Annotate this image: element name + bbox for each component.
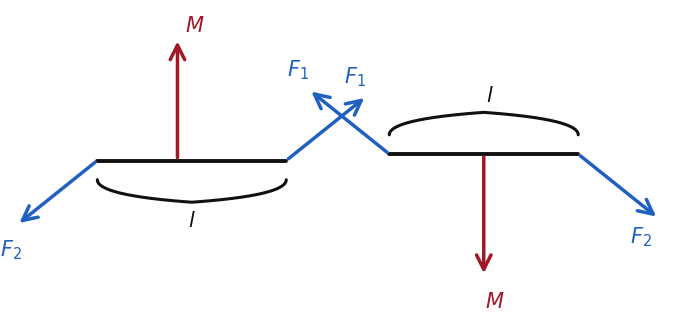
Text: $\boldsymbol{\mathit{M}}$: $\boldsymbol{\mathit{M}}$ [486, 292, 505, 312]
Text: $\boldsymbol{\mathit{F}}_2$: $\boldsymbol{\mathit{F}}_2$ [630, 226, 652, 249]
Text: $\boldsymbol{\mathit{F}}_1$: $\boldsymbol{\mathit{F}}_1$ [344, 65, 366, 89]
Text: $\boldsymbol{\mathit{F}}_1$: $\boldsymbol{\mathit{F}}_1$ [286, 59, 308, 82]
Text: $\mathit{l}$: $\mathit{l}$ [188, 212, 196, 231]
Text: $\boldsymbol{\mathit{M}}$: $\boldsymbol{\mathit{M}}$ [185, 16, 204, 36]
Text: $\boldsymbol{\mathit{F}}_2$: $\boldsymbol{\mathit{F}}_2$ [1, 239, 23, 262]
Text: $\mathit{l}$: $\mathit{l}$ [486, 86, 493, 106]
